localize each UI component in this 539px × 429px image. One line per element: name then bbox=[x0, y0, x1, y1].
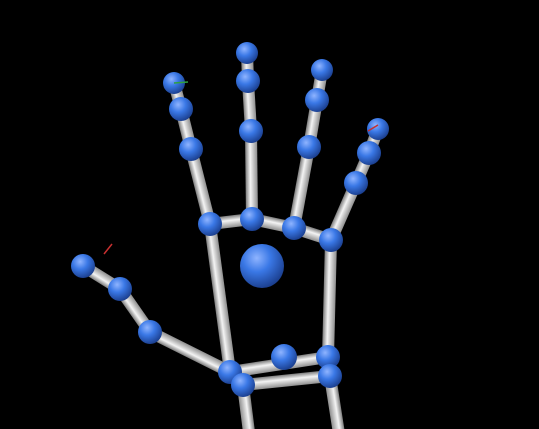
joint-group bbox=[71, 42, 389, 397]
joint-i0 bbox=[198, 212, 222, 236]
joint-p2 bbox=[357, 141, 381, 165]
axis-marker-group bbox=[103, 81, 379, 255]
joint-w2 bbox=[231, 373, 255, 397]
joint-m3 bbox=[236, 42, 258, 64]
joint-i2 bbox=[169, 97, 193, 121]
bone-w3-p0 bbox=[322, 239, 337, 358]
forearm-bone-2 bbox=[324, 375, 346, 429]
joint-r0 bbox=[282, 216, 306, 240]
joint-pc bbox=[271, 344, 297, 370]
joint-p1 bbox=[344, 171, 368, 195]
bone-m1-m2 bbox=[242, 80, 257, 132]
joint-r2 bbox=[305, 88, 329, 112]
joint-m2 bbox=[236, 69, 260, 93]
palm-center-joint bbox=[240, 244, 284, 288]
joint-m1 bbox=[239, 119, 263, 143]
joint-w4 bbox=[318, 364, 342, 388]
bone-w2-w4 bbox=[242, 370, 331, 391]
axis-marker-pinky bbox=[367, 124, 379, 132]
forearm-bone-1 bbox=[237, 384, 256, 429]
bone-p0-p1 bbox=[325, 180, 362, 243]
axis-marker-thumb bbox=[103, 243, 113, 255]
joint-p3 bbox=[367, 118, 389, 140]
joint-r1 bbox=[297, 135, 321, 159]
joint-i1 bbox=[179, 137, 203, 161]
joint-p0 bbox=[319, 228, 343, 252]
joint-t1 bbox=[108, 277, 132, 301]
joint-t2 bbox=[71, 254, 95, 278]
joint-w3 bbox=[316, 345, 340, 369]
axis-marker-index bbox=[173, 81, 189, 84]
bone-r0-r1 bbox=[288, 145, 315, 230]
bone-i0-i1 bbox=[185, 147, 216, 226]
bone-w1-i0 bbox=[204, 223, 236, 373]
joint-r3 bbox=[311, 59, 333, 81]
bone-w1-t0 bbox=[147, 326, 233, 378]
joint-t0 bbox=[138, 320, 162, 344]
joint-m0 bbox=[240, 207, 264, 231]
bone-m0-m1 bbox=[245, 130, 258, 220]
